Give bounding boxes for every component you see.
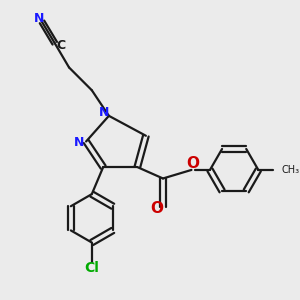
Text: CH₃: CH₃ (281, 165, 299, 175)
Text: O: O (150, 201, 163, 216)
Text: N: N (99, 106, 109, 119)
Text: Cl: Cl (84, 261, 99, 275)
Text: N: N (74, 136, 84, 149)
Text: O: O (186, 156, 200, 171)
Text: C: C (56, 39, 66, 52)
Text: N: N (34, 12, 44, 25)
